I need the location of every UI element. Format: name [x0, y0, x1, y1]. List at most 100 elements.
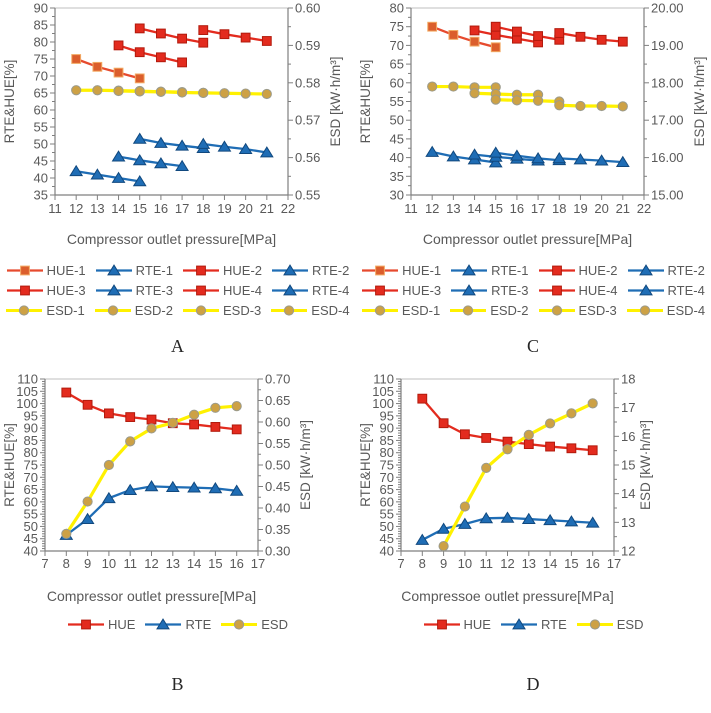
- svg-text:12: 12: [144, 556, 158, 571]
- legend-swatch-circle-icon: [361, 304, 398, 316]
- svg-text:55: 55: [389, 94, 403, 109]
- svg-text:17: 17: [175, 201, 189, 216]
- legend-label: HUE-2: [578, 262, 618, 278]
- svg-text:110: 110: [373, 372, 394, 387]
- svg-text:0.57: 0.57: [295, 113, 320, 128]
- svg-text:15: 15: [621, 458, 635, 473]
- svg-text:19: 19: [217, 201, 231, 216]
- svg-text:12: 12: [621, 544, 635, 559]
- svg-text:12: 12: [500, 556, 514, 571]
- legend-label: RTE-2: [312, 262, 350, 278]
- svg-text:17: 17: [530, 201, 544, 216]
- svg-text:60: 60: [389, 75, 403, 90]
- legend-D: HUE RTE ESD: [423, 614, 644, 634]
- series-ESD-4: [553, 100, 628, 112]
- legend-item-rte-4: RTE-4: [627, 283, 705, 298]
- legend-label: HUE-2: [223, 262, 263, 278]
- legend-label: ESD-2: [490, 302, 529, 318]
- series-RTE-1: [69, 164, 147, 187]
- legend-item-esd-3: ESD-3: [538, 303, 617, 318]
- svg-text:17: 17: [621, 400, 635, 415]
- legend-item-rte-2: RTE-2: [627, 263, 705, 278]
- legend-item-esd-1: ESD-1: [361, 303, 440, 318]
- svg-text:55: 55: [34, 120, 48, 135]
- legend-label: HUE-1: [46, 262, 86, 278]
- series-HUE-1: [71, 54, 145, 84]
- svg-text:0.30: 0.30: [265, 544, 290, 559]
- svg-text:65: 65: [389, 57, 403, 72]
- legend-swatch-square-icon: [538, 285, 575, 295]
- series-HUE-3: [134, 23, 209, 48]
- legend-item-hue-2: HUE-2: [538, 263, 618, 278]
- legend-label: RTE-2: [667, 262, 705, 278]
- svg-text:75: 75: [379, 458, 393, 473]
- svg-text:16: 16: [229, 556, 243, 571]
- svg-text:70: 70: [24, 470, 38, 485]
- svg-text:40: 40: [24, 544, 38, 559]
- right-axis-title: ESD [kW·h/m³]: [638, 420, 653, 510]
- axes: [399, 379, 615, 552]
- legend-row: HUE RTE ESD: [67, 614, 288, 634]
- legend-item-esd-2: ESD-2: [449, 302, 529, 318]
- legend-label: HUE: [108, 616, 136, 632]
- legend-label: ESD-4: [666, 302, 706, 318]
- svg-text:105: 105: [16, 384, 38, 399]
- svg-text:10: 10: [102, 556, 116, 571]
- svg-text:9: 9: [84, 556, 91, 571]
- panel-D: 40 45 50 55 60 65 70 75 80 85 90 95 100 105 110 12 13 14 1…: [355, 365, 711, 713]
- legend-item-hue-2: HUE-2: [182, 263, 262, 278]
- svg-text:17.00: 17.00: [651, 113, 684, 128]
- svg-text:0.56: 0.56: [295, 150, 320, 165]
- legend-label: RTE-4: [667, 282, 705, 298]
- svg-text:11: 11: [123, 556, 137, 571]
- axis-ticks: [50, 7, 293, 200]
- svg-text:22: 22: [281, 201, 295, 216]
- legend-row: HUE-3 RTE-3 HUE-4 RTE-4: [6, 280, 350, 300]
- svg-text:0.35: 0.35: [265, 522, 290, 537]
- legend-swatch-square-icon: [362, 285, 399, 295]
- svg-text:13: 13: [621, 515, 635, 530]
- series-HUE-1: [426, 21, 501, 53]
- right-axis-title: ESD [kW·h/m³]: [328, 57, 343, 147]
- legend-label: ESD-3: [578, 302, 617, 318]
- svg-text:12: 12: [424, 201, 438, 216]
- svg-text:85: 85: [379, 433, 393, 448]
- svg-text:95: 95: [24, 408, 38, 423]
- svg-text:35: 35: [389, 169, 403, 184]
- series-RTE-4: [196, 137, 274, 158]
- svg-text:13: 13: [521, 556, 535, 571]
- x-axis-title: Compressor outlet pressure[MPa]: [67, 231, 276, 247]
- series-HUE-4: [553, 28, 628, 47]
- svg-text:40: 40: [34, 171, 48, 186]
- legend-item-esd-4: ESD-4: [626, 303, 705, 318]
- legend-swatch-circle-icon: [271, 304, 308, 316]
- panel-B: 40 45 50 55 60 65 70 75 80 85 90 95 100 105 110 0.30 0.3…: [0, 365, 355, 713]
- svg-text:15: 15: [564, 556, 578, 571]
- tick-labels: 30 35 40 45 50 55 60 65 70 75 80 15.00 16.00 17.00 18.…: [389, 1, 683, 217]
- legend-label: ESD: [616, 616, 644, 632]
- legend-swatch-triangle-icon: [145, 617, 182, 629]
- legend-label: RTE-4: [312, 282, 350, 298]
- left-axis-title: RTE&HUE[%]: [358, 60, 373, 144]
- svg-text:21: 21: [260, 201, 274, 216]
- svg-text:0.60: 0.60: [265, 415, 290, 430]
- legend-item-hue-3: HUE-3: [6, 283, 86, 298]
- svg-text:80: 80: [389, 1, 403, 16]
- svg-text:16: 16: [509, 201, 523, 216]
- svg-text:18: 18: [621, 372, 635, 387]
- svg-text:15: 15: [488, 201, 502, 216]
- svg-text:50: 50: [24, 519, 38, 534]
- svg-text:0.55: 0.55: [265, 436, 290, 451]
- axis-ticks: [405, 7, 649, 200]
- legend-B: HUE RTE ESD: [67, 614, 288, 634]
- legend-item-hue-4: HUE-4: [182, 283, 262, 298]
- svg-text:12: 12: [69, 201, 83, 216]
- legend-row: HUE-3 RTE-3 HUE-4 RTE-4: [361, 280, 705, 300]
- chart-A: 35 40 45 50 55 60 65 70 75 80 85 90 0.55 0.56 0.57 0.58…: [2, 1, 343, 248]
- svg-text:30: 30: [389, 188, 403, 203]
- svg-text:17: 17: [251, 556, 265, 571]
- series-HUE: [416, 393, 598, 456]
- legend-item-hue-3: HUE-3: [361, 283, 441, 298]
- svg-text:80: 80: [34, 35, 48, 50]
